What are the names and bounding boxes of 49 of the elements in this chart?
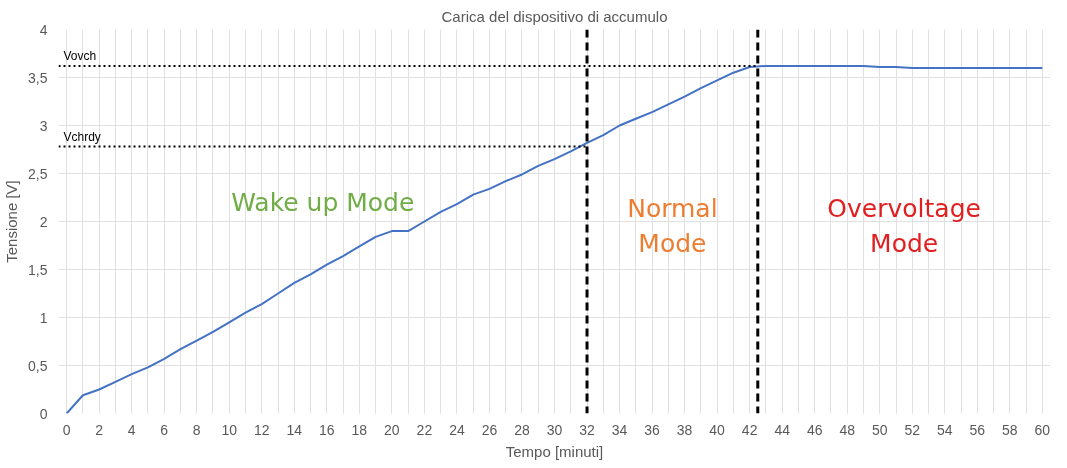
x-tick-label: 18 <box>351 421 368 438</box>
x-tick-label: 8 <box>192 421 201 438</box>
y-tick-label: 1,5 <box>28 261 48 278</box>
x-tick-label: 0 <box>62 421 71 438</box>
x-tick-label: 32 <box>579 421 596 438</box>
annotation: Overvoltage Mode <box>827 194 981 259</box>
y-tick-label: 0,5 <box>28 357 48 374</box>
y-axis-title: Tensione [V] <box>3 180 21 263</box>
x-tick-label: 58 <box>1002 421 1018 438</box>
x-tick-label: 38 <box>676 421 693 438</box>
x-tick-label: 36 <box>644 421 661 438</box>
y-tick-label: 4 <box>39 21 48 38</box>
x-tick-label: 20 <box>384 421 400 438</box>
annotation: Wake up Mode <box>231 187 415 217</box>
x-tick-label: 48 <box>839 421 856 438</box>
x-tick-label: 44 <box>774 421 791 438</box>
x-tick-label: 2 <box>95 421 104 438</box>
x-tick-label: 12 <box>253 421 270 438</box>
x-tick-label: 46 <box>806 421 823 438</box>
x-tick-label: 30 <box>546 421 563 438</box>
x-tick-label: 24 <box>449 421 465 438</box>
line-series <box>65 64 1044 414</box>
x-tick-label: 10 <box>221 421 238 438</box>
x-tick-label: 52 <box>904 421 921 438</box>
x-tick-label: 34 <box>611 421 628 438</box>
x-tick-label: 50 <box>871 421 888 438</box>
x-tick-label: 56 <box>969 421 986 438</box>
annotation: Normal Mode <box>627 194 718 259</box>
x-tick-label: 22 <box>416 421 433 438</box>
y-tick-label: 2 <box>39 213 48 230</box>
x-tick-label: 60 <box>1034 421 1051 438</box>
x-tick-label: 40 <box>709 421 726 438</box>
x-tick-label: 14 <box>286 421 303 438</box>
x-tick-label: 54 <box>937 421 953 438</box>
y-tick-label: 3,5 <box>28 69 48 86</box>
x-tick-label: 6 <box>160 421 169 438</box>
y-tick-label: 2,5 <box>28 165 48 182</box>
x-tick-label: 16 <box>319 421 335 438</box>
series-label: Vchrdy <box>63 129 101 144</box>
chart-title: Carica del dispositivo di accumulo <box>441 7 668 25</box>
series-label: Vovch <box>63 48 97 63</box>
x-tick-label: 28 <box>514 421 530 438</box>
y-tick-label: 3 <box>39 117 48 134</box>
x-axis-title: Tempo [minuti] <box>505 442 604 460</box>
y-tick-label: 0 <box>39 405 48 422</box>
x-tick-label: 26 <box>481 421 498 438</box>
y-tick-label: 1 <box>39 309 48 326</box>
x-tick-label: 42 <box>741 421 758 438</box>
x-tick-label: 4 <box>127 421 136 438</box>
